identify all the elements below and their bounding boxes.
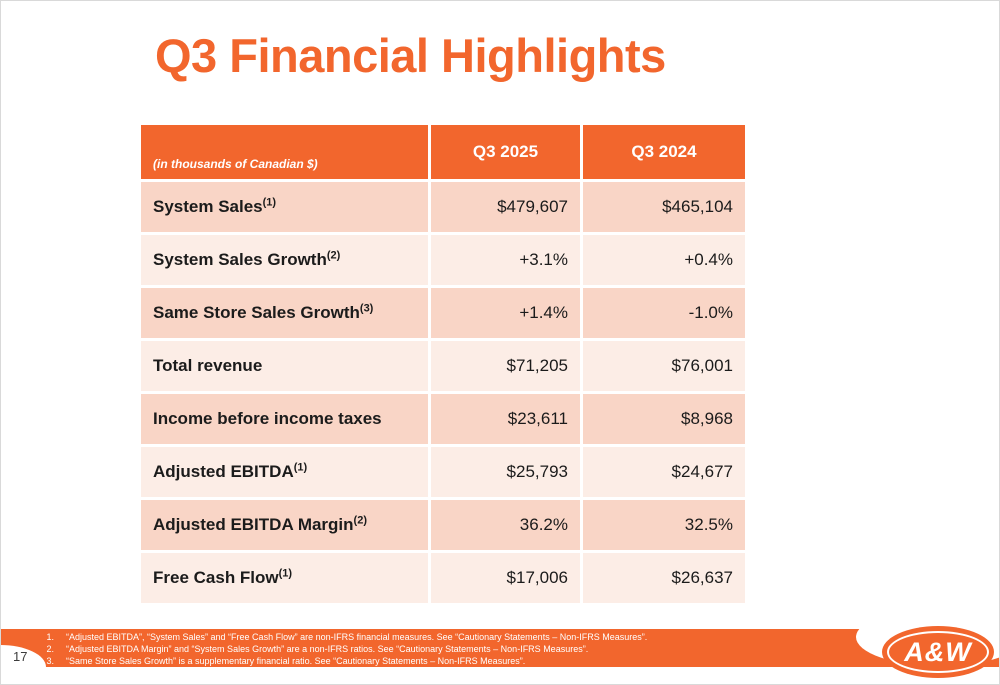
- column-header-q3-2024: Q3 2024: [580, 122, 748, 182]
- footnote-ref: (1): [278, 567, 293, 580]
- footnote-ref: (1): [293, 461, 308, 474]
- row-label: Adjusted EBITDA(1): [138, 444, 431, 500]
- footnote-ref: (2): [326, 249, 341, 262]
- row-label-text: Free Cash Flow: [153, 568, 279, 587]
- footnote-1: 1. “Adjusted EBITDA”, “System Sales” and…: [0, 631, 860, 643]
- footnote-number: 3.: [46, 656, 54, 666]
- footnote-3: 3. “Same Store Sales Growth” is a supple…: [0, 655, 860, 667]
- row-label: System Sales Growth(2): [138, 232, 431, 288]
- value-q3-2025: $25,793: [428, 444, 583, 500]
- logo-oval: A&W: [882, 626, 994, 678]
- row-label-text: Same Store Sales Growth: [153, 303, 360, 322]
- row-label-text: Income before income taxes: [153, 409, 382, 428]
- value-q3-2025: +1.4%: [428, 285, 583, 341]
- footnote-ref: (1): [262, 196, 277, 209]
- page-number: 17: [13, 649, 28, 664]
- financial-highlights-table: (in thousands of Canadian $) Q3 2025 Q3 …: [138, 122, 748, 606]
- row-label: Free Cash Flow(1): [138, 550, 431, 606]
- row-label-text: System Sales Growth: [153, 250, 327, 269]
- value-q3-2024: $465,104: [580, 179, 748, 235]
- row-label: Same Store Sales Growth(3): [138, 285, 431, 341]
- value-q3-2024: -1.0%: [580, 285, 748, 341]
- footnote-number: 2.: [46, 644, 54, 654]
- row-label-text: Total revenue: [153, 356, 263, 375]
- column-header-q3-2025: Q3 2025: [428, 122, 583, 182]
- value-q3-2024: $24,677: [580, 444, 748, 500]
- footnote-text: “Adjusted EBITDA Margin” and “System Sal…: [66, 644, 589, 654]
- footnote-text: “Same Store Sales Growth” is a supplemen…: [66, 656, 526, 666]
- value-q3-2025: +3.1%: [428, 232, 583, 288]
- table-row-system-sales: System Sales(1) $479,607 $465,104: [138, 179, 748, 235]
- footnote-ref: (3): [359, 302, 374, 315]
- footnote-2: 2. “Adjusted EBITDA Margin” and “System …: [0, 643, 860, 655]
- row-label-text: Adjusted EBITDA: [153, 462, 294, 481]
- row-label: Total revenue: [138, 338, 431, 394]
- table-header-row: (in thousands of Canadian $) Q3 2025 Q3 …: [138, 122, 748, 182]
- footnotes: 1. “Adjusted EBITDA”, “System Sales” and…: [0, 631, 860, 667]
- value-q3-2025: $71,205: [428, 338, 583, 394]
- row-label: System Sales(1): [138, 179, 431, 235]
- row-label: Adjusted EBITDA Margin(2): [138, 497, 431, 553]
- footnote-ref: (2): [353, 514, 367, 527]
- value-q3-2024: 32.5%: [580, 497, 748, 553]
- value-q3-2024: $8,968: [580, 391, 748, 447]
- value-q3-2024: $26,637: [580, 550, 748, 606]
- table-row-system-sales-growth: System Sales Growth(2) +3.1% +0.4%: [138, 232, 748, 288]
- value-q3-2024: $76,001: [580, 338, 748, 394]
- aw-logo: A&W: [856, 608, 1000, 685]
- footnote-text: “Adjusted EBITDA”, “System Sales” and “F…: [66, 632, 648, 642]
- footnote-number: 1.: [46, 632, 54, 642]
- table-row-income-before-income-taxes: Income before income taxes $23,611 $8,96…: [138, 391, 748, 447]
- table-row-total-revenue: Total revenue $71,205 $76,001: [138, 338, 748, 394]
- table-row-adjusted-ebitda: Adjusted EBITDA(1) $25,793 $24,677: [138, 444, 748, 500]
- value-q3-2025: $479,607: [428, 179, 583, 235]
- value-q3-2024: +0.4%: [580, 232, 748, 288]
- footer-band: 1. “Adjusted EBITDA”, “System Sales” and…: [0, 629, 1000, 667]
- table-row-adjusted-ebitda-margin: Adjusted EBITDA Margin(2) 36.2% 32.5%: [138, 497, 748, 553]
- row-label: Income before income taxes: [138, 391, 431, 447]
- unit-note: (in thousands of Canadian $): [138, 122, 431, 182]
- table-row-same-store-sales-growth: Same Store Sales Growth(3) +1.4% -1.0%: [138, 285, 748, 341]
- value-q3-2025: $17,006: [428, 550, 583, 606]
- row-label-text: System Sales: [153, 197, 263, 216]
- value-q3-2025: $23,611: [428, 391, 583, 447]
- slide-title: Q3 Financial Highlights: [155, 29, 666, 82]
- row-label-text: Adjusted EBITDA Margin: [153, 515, 354, 534]
- value-q3-2025: 36.2%: [428, 497, 583, 553]
- logo-text: A&W: [904, 636, 972, 667]
- logo-ring: [887, 631, 989, 673]
- table-row-free-cash-flow: Free Cash Flow(1) $17,006 $26,637: [138, 550, 748, 606]
